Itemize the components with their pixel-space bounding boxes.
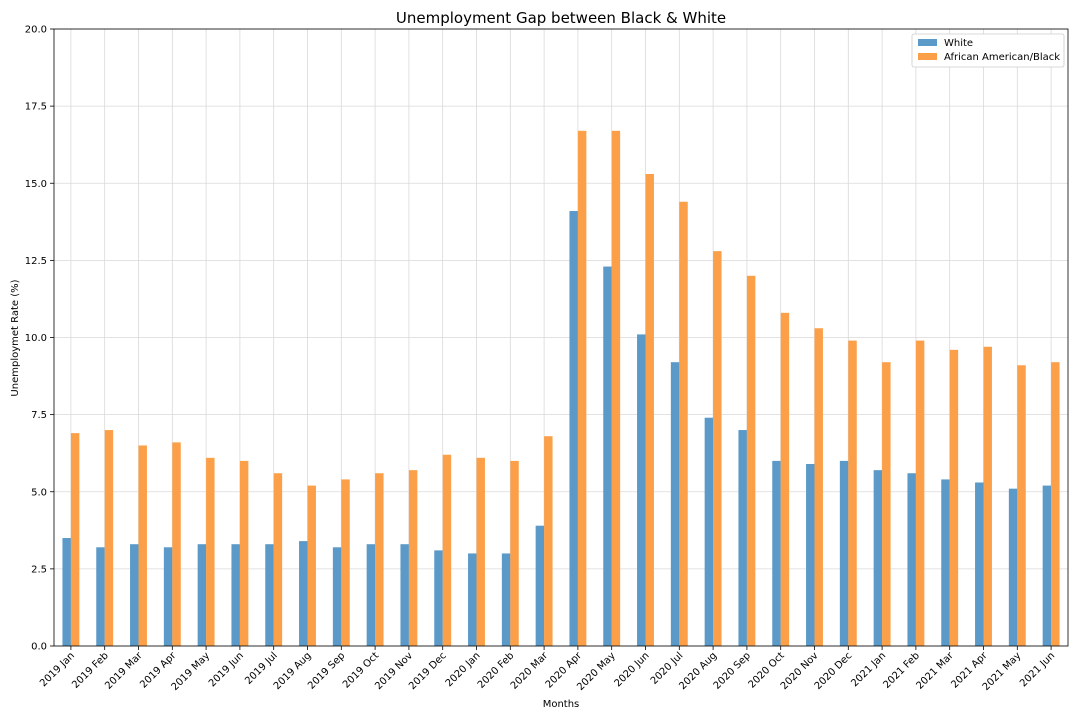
bar-black-1 — [104, 430, 114, 646]
legend-swatch — [918, 53, 937, 60]
bar-black-28 — [1017, 365, 1026, 646]
bar-black-6 — [273, 473, 283, 646]
bar-white-5 — [231, 544, 240, 646]
y-tick-label: 12.5 — [25, 256, 47, 267]
bar-black-7 — [307, 485, 316, 646]
x-tick-label: 2021 Mar — [914, 650, 956, 692]
bar-white-16 — [603, 266, 612, 646]
bar-white-26 — [941, 479, 950, 646]
chart-title: Unemployment Gap between Black & White — [396, 9, 726, 27]
bar-white-24 — [873, 470, 883, 646]
x-tick-label: 2021 Jun — [1018, 650, 1057, 689]
y-tick-label: 17.5 — [25, 102, 47, 113]
y-tick-label: 10.0 — [25, 333, 47, 344]
bar-black-25 — [915, 340, 925, 646]
bar-white-25 — [907, 473, 916, 646]
bar-white-8 — [332, 547, 342, 646]
bar-white-6 — [265, 544, 274, 646]
bar-white-17 — [637, 334, 646, 646]
y-tick-label: 7.5 — [31, 410, 47, 421]
y-tick-label: 20.0 — [25, 25, 47, 36]
bar-white-27 — [975, 482, 984, 646]
bar-white-10 — [400, 544, 409, 646]
legend-label: White — [944, 38, 973, 49]
bar-black-22 — [814, 328, 823, 646]
bar-black-0 — [70, 433, 80, 646]
bar-black-2 — [138, 445, 147, 646]
bar-white-0 — [62, 538, 71, 646]
bar-black-20 — [746, 275, 756, 646]
bar-white-21 — [772, 460, 781, 646]
bar-black-26 — [949, 349, 959, 646]
x-tick-label: 2019 Jun — [207, 650, 246, 689]
x-axis-label: Months — [543, 699, 580, 710]
bar-white-22 — [806, 463, 815, 646]
bar-black-29 — [1051, 362, 1060, 646]
bar-black-17 — [645, 173, 654, 646]
x-tick-label: 2020 Sep — [712, 650, 753, 691]
bar-white-29 — [1042, 485, 1052, 646]
bar-black-9 — [375, 473, 384, 646]
legend-label: African American/Black — [944, 52, 1060, 63]
bar-white-11 — [434, 550, 443, 646]
bar-white-13 — [501, 553, 511, 646]
y-tick-label: 5.0 — [31, 487, 47, 498]
bar-white-1 — [96, 547, 105, 646]
bar-black-12 — [476, 457, 485, 646]
bar-white-19 — [704, 417, 714, 646]
x-tick-label: 2020 Mar — [509, 650, 551, 692]
legend-box — [911, 33, 1065, 68]
bar-black-16 — [611, 130, 621, 646]
plot-frame — [53, 28, 1069, 647]
y-tick-label: 0.0 — [31, 642, 47, 653]
bar-black-10 — [408, 470, 418, 646]
bar-black-11 — [442, 454, 452, 646]
bar-black-27 — [983, 346, 992, 646]
y-tick-label: 15.0 — [25, 179, 47, 190]
bar-black-18 — [679, 201, 688, 646]
y-tick-label: 2.5 — [31, 564, 47, 575]
bar-black-5 — [239, 460, 249, 646]
bar-black-13 — [510, 460, 519, 646]
bar-white-28 — [1008, 488, 1018, 646]
bar-black-3 — [172, 442, 181, 646]
bar-black-15 — [577, 130, 587, 646]
bar-black-24 — [882, 362, 891, 646]
x-tick-label: 2020 Jun — [613, 650, 652, 689]
bar-white-20 — [738, 430, 747, 646]
bar-white-12 — [468, 553, 477, 646]
bar-black-23 — [848, 340, 857, 646]
y-axis-label: Unemploymet Rate (%) — [10, 279, 21, 396]
bar-white-3 — [163, 547, 173, 646]
bar-black-4 — [206, 457, 215, 646]
legend: White African American/Black — [911, 33, 1065, 68]
bar-white-7 — [299, 541, 308, 646]
bar-black-8 — [341, 479, 350, 646]
bar-black-14 — [544, 436, 553, 646]
bar-white-4 — [197, 544, 207, 646]
bar-white-23 — [839, 460, 849, 646]
bar-black-19 — [713, 251, 722, 646]
bar-white-14 — [535, 525, 545, 646]
legend-swatch — [918, 39, 937, 46]
x-tick-label: 2019 Sep — [306, 650, 347, 691]
bar-white-18 — [670, 362, 680, 646]
x-tick-label: 2019 Mar — [103, 650, 145, 692]
bar-white-15 — [569, 211, 578, 646]
bars — [62, 130, 1060, 646]
bar-black-21 — [780, 312, 790, 646]
bar-white-2 — [130, 544, 139, 646]
bar-white-9 — [366, 544, 376, 646]
